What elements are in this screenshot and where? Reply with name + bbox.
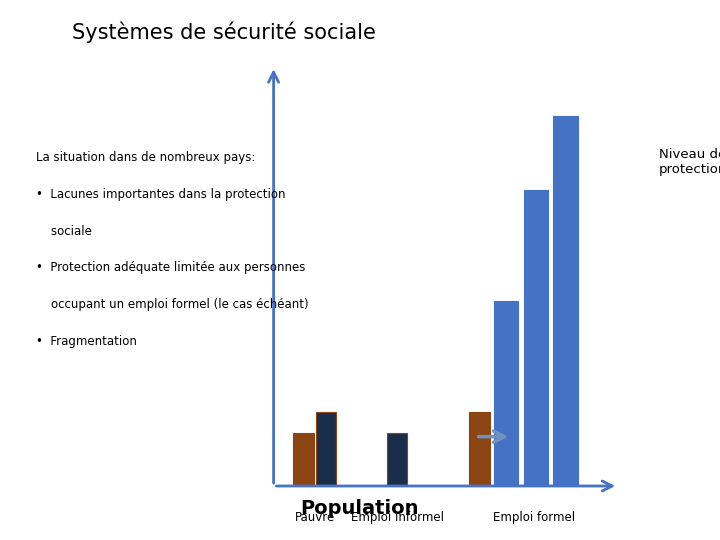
Text: Niveau de
protection: Niveau de protection [659, 148, 720, 176]
Bar [469, 412, 490, 486]
Text: Emploi informel: Emploi informel [351, 511, 444, 524]
Text: •  Protection adéquate limitée aux personnes: • Protection adéquate limitée aux person… [36, 261, 305, 274]
Bar [293, 433, 314, 486]
Text: •  Fragmentation: • Fragmentation [36, 335, 137, 348]
Text: Systèmes de sécurité sociale: Systèmes de sécurité sociale [72, 22, 376, 43]
Bar [494, 301, 518, 486]
Text: Population: Population [301, 500, 419, 518]
Bar [387, 433, 408, 486]
Text: La situation dans de nombreux pays:: La situation dans de nombreux pays: [36, 151, 256, 164]
Text: sociale: sociale [36, 225, 92, 238]
Text: Pauvre: Pauvre [294, 511, 335, 524]
Bar [316, 412, 336, 486]
Text: Emploi formel: Emploi formel [492, 511, 575, 524]
Text: •  Lacunes importantes dans la protection: • Lacunes importantes dans la protection [36, 188, 286, 201]
Text: occupant un emploi formel (le cas échéant): occupant un emploi formel (le cas échéan… [36, 298, 309, 311]
Bar [554, 116, 577, 486]
Bar [523, 190, 548, 486]
